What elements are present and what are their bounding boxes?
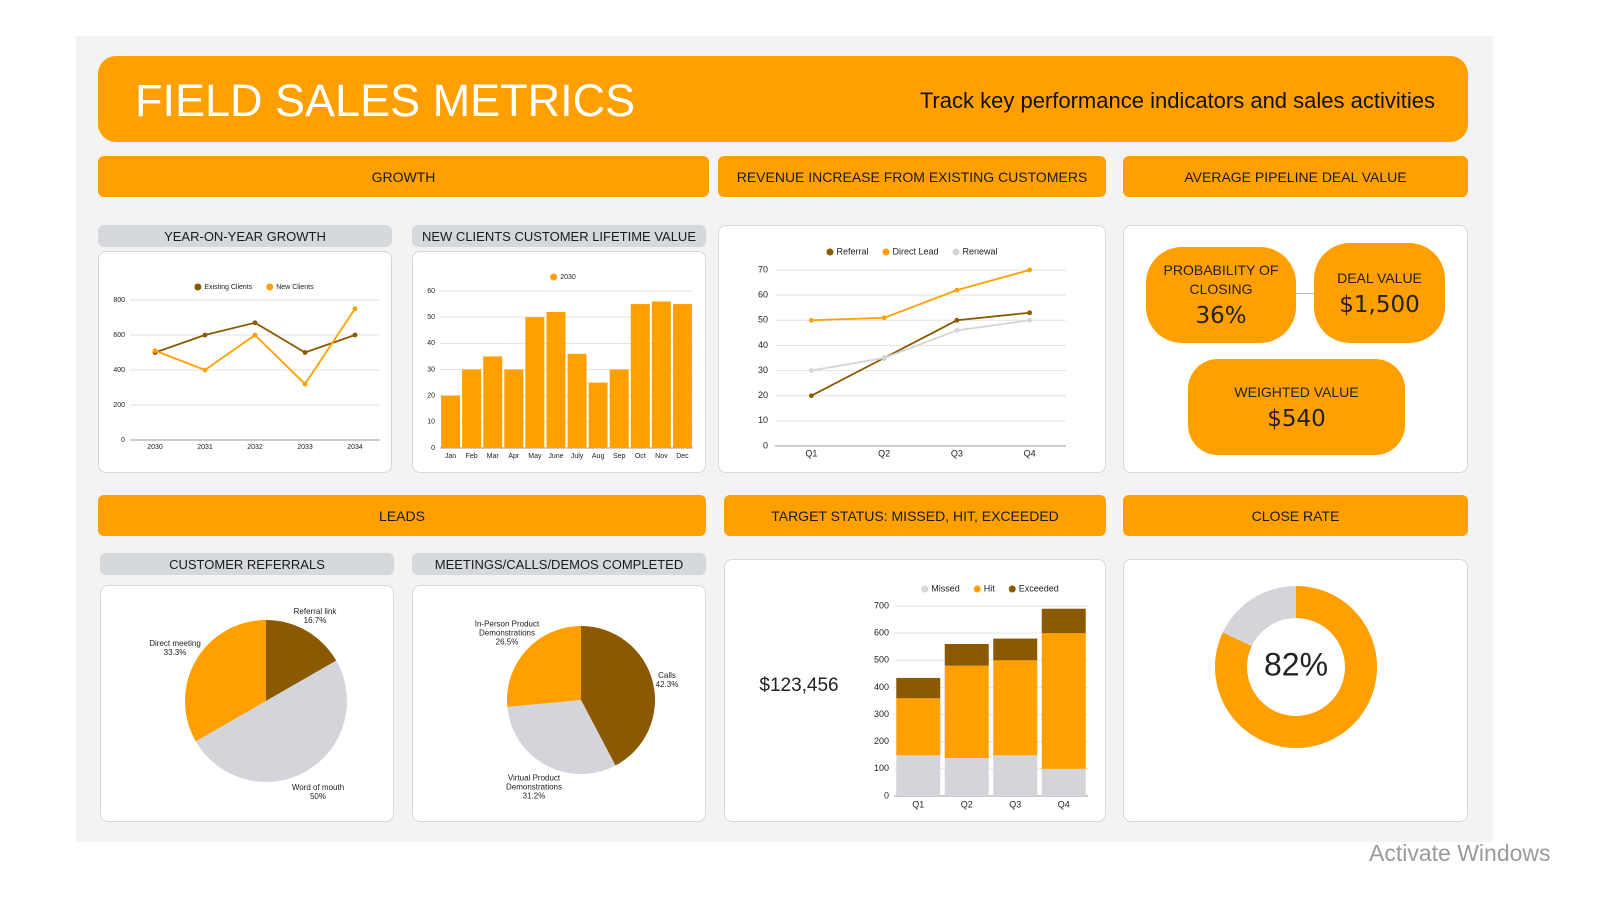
kpi-box: DEAL VALUE $1,500 (1314, 243, 1445, 343)
section-header: LEADS (98, 495, 706, 536)
chart-card (724, 559, 1106, 822)
chart-card (1123, 559, 1468, 822)
pie-label: Direct meeting 33.3% (135, 639, 215, 657)
chart-card (412, 251, 706, 473)
watermark: Activate Windows (1369, 840, 1551, 866)
kpi-value: $540 (1267, 405, 1326, 432)
pie-label: Virtual Product Demonstrations 31.2% (494, 774, 574, 801)
pie-label-value: 26.5% (495, 637, 519, 647)
pie-label-value: 31.2% (522, 791, 546, 801)
pie-label-name: Direct meeting (149, 639, 201, 648)
pie-label-name: Virtual Product Demonstrations (505, 773, 563, 792)
kpi-label: DEAL VALUE (1337, 269, 1422, 286)
kpi-label: WEIGHTED VALUE (1234, 383, 1359, 400)
section-header: GROWTH (98, 156, 709, 197)
pie-label-value: 33.3% (163, 648, 187, 657)
header-bar (98, 56, 1468, 142)
kpi-value: $1,500 (1339, 291, 1420, 318)
pie-label-name: Calls (658, 671, 676, 680)
pie-label-name: Word of mouth (291, 783, 345, 792)
section-header: TARGET STATUS: MISSED, HIT, EXCEEDED (724, 495, 1106, 536)
connector (1296, 293, 1314, 294)
kpi-box: PROBABILITY OF CLOSING 36% (1146, 247, 1296, 343)
section-header: REVENUE INCREASE FROM EXISTING CUSTOMERS (718, 156, 1106, 197)
pie-label: Referral link 16.7% (275, 607, 355, 625)
pie-label-value: 50% (309, 792, 326, 801)
page-subtitle: Track key performance indicators and sal… (919, 88, 1435, 113)
chart-card (718, 225, 1106, 473)
chart-card (98, 251, 392, 473)
pie-label-name: In-Person Product Demonstrations (474, 619, 540, 638)
section-header: AVERAGE PIPELINE DEAL VALUE (1123, 156, 1468, 197)
page-title: FIELD SALES METRICS (135, 75, 636, 126)
chart-title: CUSTOMER REFERRALS (100, 553, 394, 575)
chart-title: YEAR-ON-YEAR GROWTH (98, 225, 392, 247)
pie-label: Calls 42.3% (627, 671, 707, 689)
pie-label-value: 42.3% (655, 680, 679, 689)
pie-label-value: 16.7% (303, 616, 327, 625)
pie-label: Word of mouth 50% (278, 783, 358, 801)
kpi-box: WEIGHTED VALUE $540 (1188, 359, 1405, 455)
chart-title: NEW CLIENTS CUSTOMER LIFETIME VALUE (412, 225, 706, 247)
chart-title: MEETINGS/CALLS/DEMOS COMPLETED (412, 553, 706, 575)
section-header: CLOSE RATE (1123, 495, 1468, 536)
kpi-value: 36% (1195, 303, 1247, 329)
kpi-label: PROBABILITY OF CLOSING (1163, 262, 1279, 297)
pie-label-name: Referral link (293, 607, 337, 616)
pie-label: In-Person Product Demonstrations 26.5% (467, 620, 547, 647)
